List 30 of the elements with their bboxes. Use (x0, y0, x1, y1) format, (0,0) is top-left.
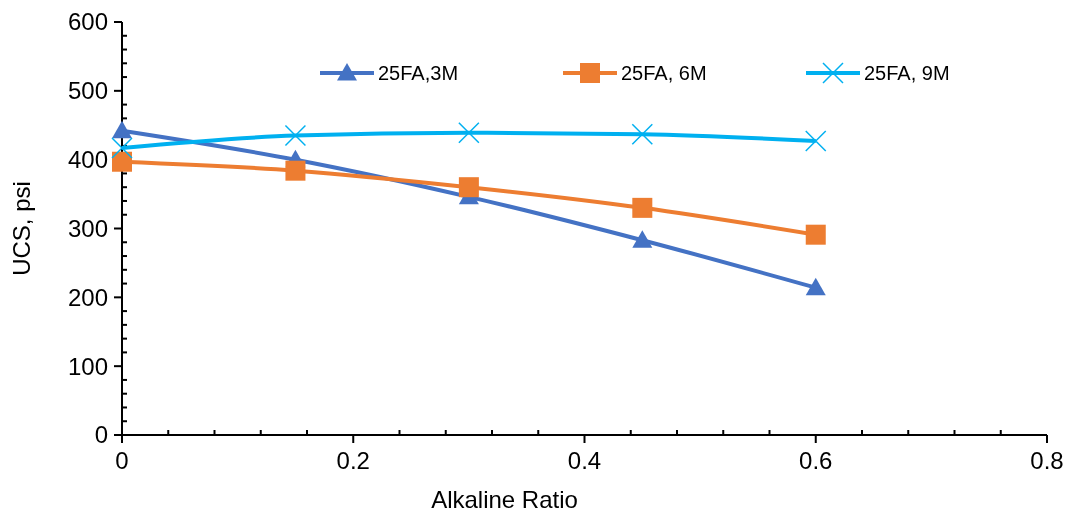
point (458, 122, 480, 144)
point (112, 120, 132, 139)
legend-label: 25FA,3M (378, 62, 459, 84)
point (284, 124, 307, 147)
y-tick-label: 400 (67, 146, 108, 174)
x-tick-label: 0.2 (336, 447, 370, 474)
point (458, 177, 479, 198)
point (805, 224, 826, 245)
y-tick-label: 200 (67, 283, 108, 311)
point (632, 197, 653, 218)
point (632, 230, 653, 248)
point (805, 130, 827, 152)
legend-label: 25FA, 9M (864, 62, 950, 84)
y-tick-label: 300 (67, 214, 108, 242)
y-tick-label: 0 (94, 421, 108, 449)
x-tick-label: 0.6 (799, 447, 833, 474)
x-tick-label: 0.4 (567, 447, 602, 474)
x-tick-label: 0 (115, 447, 129, 474)
legend-label: 25FA, 6M (621, 62, 707, 84)
x-tick-label: 0.8 (1030, 447, 1064, 474)
y-tick-label: 100 (67, 352, 108, 380)
x-axis-title: Alkaline Ratio (431, 486, 578, 513)
point (285, 160, 306, 181)
y-axis-title: UCS, psi (8, 181, 35, 276)
point (111, 137, 133, 159)
point (112, 151, 132, 172)
point (805, 277, 826, 296)
y-tick-label: 500 (67, 77, 108, 105)
y-tick-label: 600 (67, 8, 108, 36)
point (631, 123, 654, 145)
